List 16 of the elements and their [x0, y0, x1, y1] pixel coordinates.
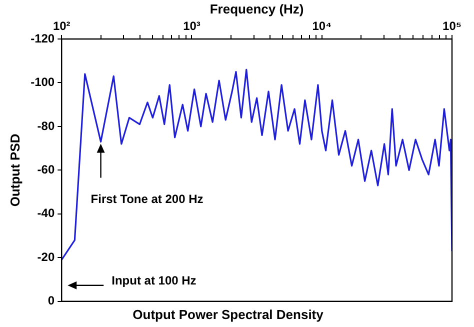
x-axis-title: Frequency (Hz): [210, 1, 304, 16]
y-tick-label: -60: [37, 162, 55, 177]
y-tick-label: -20: [37, 250, 55, 264]
annotation: Input at 100 Hz: [112, 274, 196, 288]
text: Output Power Spectral Density: [132, 306, 324, 322]
x-tick-label: 10⁴: [312, 19, 332, 34]
x-tick-label: 10³: [183, 19, 200, 34]
annotation: First Tone at 200 Hz: [90, 192, 204, 206]
y-tick-label: -100: [30, 75, 55, 90]
y-axis-title: Output PSD: [7, 134, 22, 207]
y-tick-label: 0: [48, 294, 55, 308]
x-tick-label: 10⁵: [442, 19, 462, 34]
x-tick-label: 10²: [52, 19, 70, 34]
y-tick-label: -80: [37, 118, 55, 133]
y-tick-label: -120: [30, 31, 55, 46]
y-tick-label: -40: [37, 206, 55, 220]
